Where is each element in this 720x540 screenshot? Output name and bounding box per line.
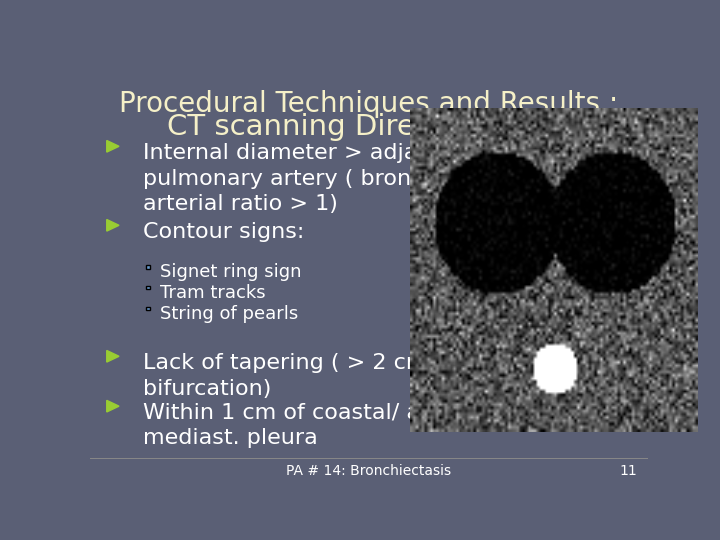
Polygon shape bbox=[107, 140, 119, 152]
FancyBboxPatch shape bbox=[145, 265, 150, 268]
FancyBboxPatch shape bbox=[145, 307, 150, 310]
Text: CT scanning Direct Findings: CT scanning Direct Findings bbox=[167, 113, 571, 140]
Text: Tram tracks: Tram tracks bbox=[160, 284, 266, 302]
Text: Internal diameter > adjacent
pulmonary artery ( broncho-
arterial ratio > 1): Internal diameter > adjacent pulmonary a… bbox=[143, 143, 466, 214]
Text: Procedural Techniques and Results :: Procedural Techniques and Results : bbox=[120, 90, 618, 118]
Text: 11: 11 bbox=[619, 464, 637, 478]
FancyBboxPatch shape bbox=[145, 286, 150, 289]
Text: Lack of tapering ( > 2 cm distal
bifurcation): Lack of tapering ( > 2 cm distal bifurca… bbox=[143, 353, 495, 399]
Polygon shape bbox=[107, 350, 119, 362]
Text: Within 1 cm of coastal/ adj
mediast. pleura: Within 1 cm of coastal/ adj mediast. ple… bbox=[143, 403, 441, 448]
Text: String of pearls: String of pearls bbox=[160, 305, 298, 323]
Text: Signet ring sign: Signet ring sign bbox=[160, 263, 301, 281]
Text: Contour signs:: Contour signs: bbox=[143, 222, 305, 242]
Polygon shape bbox=[107, 400, 119, 412]
Polygon shape bbox=[107, 219, 119, 231]
Text: Image from a different patient: Image from a different patient bbox=[417, 408, 628, 422]
Text: PA # 14: Bronchiectasis: PA # 14: Bronchiectasis bbox=[287, 464, 451, 478]
